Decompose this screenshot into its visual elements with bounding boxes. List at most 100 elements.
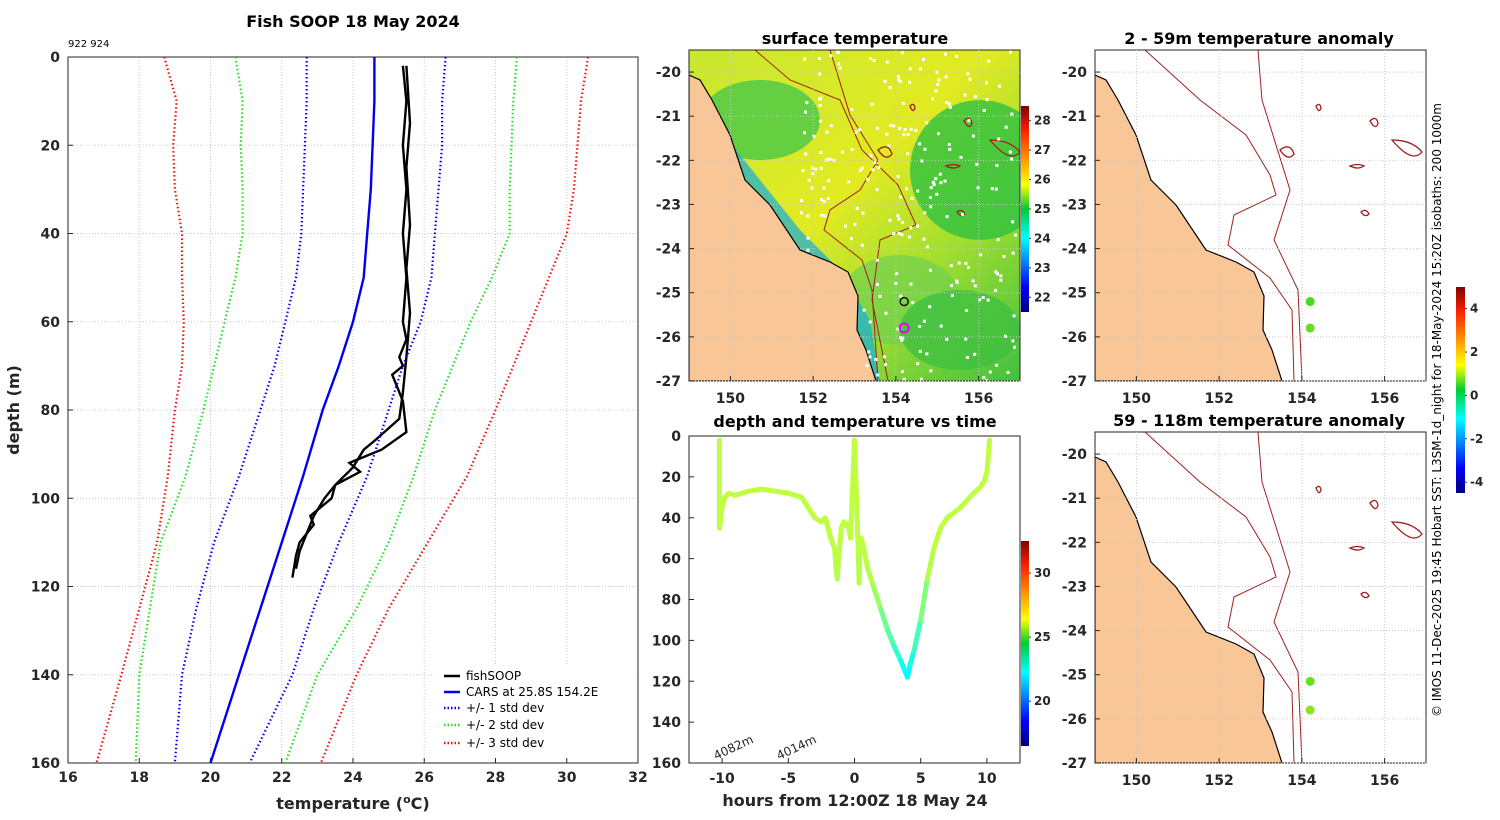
sst-land: [689, 74, 877, 381]
sst-colorbar: [1021, 106, 1029, 312]
time-series-segment: [861, 545, 871, 572]
sst-title: surface temperature: [762, 29, 949, 48]
sst-missing-pixel: [961, 212, 965, 216]
sst-ytick-label: -24: [656, 242, 682, 258]
profile-ytick-label: 20: [41, 138, 61, 154]
anom-deep-ytick-label: -25: [1062, 668, 1087, 684]
anomaly-colorbar-ticks: -4 -2 0 2 4: [1465, 302, 1483, 489]
sst-missing-pixel: [854, 130, 858, 134]
sst-missing-pixel: [1010, 112, 1014, 116]
sst-missing-pixel: [818, 57, 821, 60]
time-colorbar-label: 30: [1034, 566, 1051, 580]
sst-missing-pixel: [994, 270, 998, 274]
anom-shallow-map: [1095, 50, 1426, 381]
anom-shallow-isobath-1000: [1257, 50, 1303, 381]
sst-missing-pixel: [884, 311, 888, 315]
profile-line--3-std-dev: [95, 57, 185, 763]
sst-missing-pixel: [873, 161, 877, 165]
profile-line--3-std-dev: [319, 57, 590, 763]
sst-colorbar-label: 24: [1034, 231, 1051, 245]
time-colorbar-ticks: 20 25 30: [1029, 566, 1051, 708]
sst-missing-pixel: [923, 211, 927, 215]
sst-missing-pixel: [877, 165, 881, 169]
sst-missing-pixel: [916, 189, 920, 193]
anom-deep-xtick-label: 152: [1205, 773, 1234, 789]
sst-missing-pixel: [896, 214, 900, 218]
sst-xtick-label: 154: [881, 391, 910, 407]
sst-missing-pixel: [990, 187, 994, 191]
anom-shallow-land: [1095, 74, 1283, 381]
sst-missing-pixel: [838, 66, 842, 70]
sst-missing-pixel: [818, 72, 822, 76]
sst-missing-pixel: [899, 336, 902, 339]
sst-missing-pixel: [929, 205, 933, 209]
sst-missing-pixel: [806, 248, 810, 252]
anom-shallow-ytick-label: -23: [1062, 197, 1087, 213]
sst-missing-pixel: [950, 284, 953, 288]
sst-missing-pixel: [994, 288, 998, 292]
sst-station-marker: [899, 296, 909, 307]
sst-missing-pixel: [929, 186, 933, 189]
sst-missing-pixel: [935, 192, 939, 196]
sst-missing-pixel: [935, 70, 939, 74]
legend-cars: CARS at 25.8S 154.2E: [466, 685, 598, 699]
sst-map-panel: surface temperature 150 152 154 156 -20 -21 -2…: [656, 29, 1051, 407]
sst-missing-pixel: [909, 282, 913, 286]
time-panel: depth and temperature vs time -10 -5 0 5 100…: [652, 412, 1051, 810]
sst-missing-pixel: [819, 166, 823, 170]
sst-missing-pixel: [947, 102, 951, 106]
profile-line-cars-at-25-8s-154-2e: [209, 57, 376, 763]
sst-missing-pixel: [885, 132, 889, 136]
sst-missing-pixel: [919, 377, 923, 381]
profile-line--1-std-dev: [173, 57, 308, 763]
sst-markers: [898, 296, 910, 334]
time-series-segment: [834, 556, 842, 582]
sst-missing-pixel: [806, 214, 810, 218]
sst-missing-pixel: [925, 352, 929, 356]
sst-missing-pixel: [1009, 50, 1012, 54]
sst-missing-pixel: [979, 253, 983, 257]
sst-missing-pixel: [901, 101, 905, 105]
sst-missing-pixel: [899, 79, 903, 83]
profile-xtick-label: 32: [628, 770, 647, 786]
sst-missing-pixel: [805, 101, 809, 105]
time-series-segment: [856, 545, 863, 586]
sst-missing-pixel: [998, 84, 1001, 88]
sst-missing-pixel: [901, 221, 905, 224]
sst-missing-pixel: [818, 104, 822, 107]
anom-deep-map: [1095, 432, 1426, 763]
anom-shallow-xtick-label: 150: [1122, 391, 1151, 407]
sst-missing-pixel: [1012, 314, 1016, 318]
sst-missing-pixel: [889, 123, 893, 127]
sst-xtick-label: 150: [716, 391, 745, 407]
sst-missing-pixel: [923, 147, 927, 151]
sst-missing-pixel: [1011, 339, 1015, 343]
sst-missing-pixel: [950, 294, 954, 297]
profile-title: Fish SOOP 18 May 2024: [246, 12, 460, 31]
sst-missing-pixel: [1004, 125, 1008, 129]
sst-map: [689, 50, 1020, 381]
sst-missing-pixel: [883, 355, 887, 359]
sst-missing-pixel: [939, 181, 943, 185]
sst-missing-pixel: [988, 370, 992, 374]
sst-missing-pixel: [967, 266, 970, 270]
sst-missing-pixel: [812, 135, 816, 138]
profile-xtick-label: 18: [130, 770, 149, 786]
sst-missing-pixel: [849, 237, 853, 241]
profile-ytick-label: 160: [31, 756, 60, 772]
sst-missing-pixel: [818, 119, 822, 123]
profile-xtick-label: 30: [557, 770, 577, 786]
sst-missing-pixel: [899, 294, 903, 298]
sst-missing-pixel: [945, 215, 949, 219]
sst-missing-pixel: [868, 320, 872, 324]
sst-missing-pixel: [928, 196, 932, 199]
sst-missing-pixel: [892, 232, 896, 236]
time-title: depth and temperature vs time: [713, 412, 996, 431]
sst-missing-pixel: [929, 369, 933, 373]
time-ytick-label: 120: [652, 674, 681, 690]
annotation-depth-2: 4014m: [774, 732, 818, 763]
anom-deep-ytick-label: -23: [1062, 579, 1087, 595]
anom-deep-xtick-label: 150: [1122, 773, 1151, 789]
sst-missing-pixel: [943, 179, 947, 183]
sst-missing-pixel: [938, 172, 942, 176]
